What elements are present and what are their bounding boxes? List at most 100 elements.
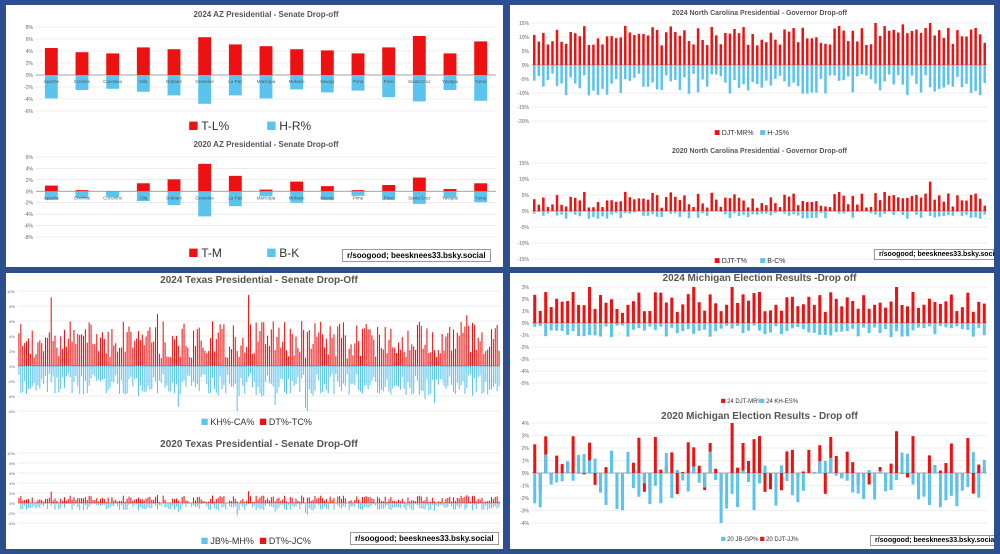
y-tick-label: -5% xyxy=(520,77,529,83)
bar-red xyxy=(249,324,251,366)
bar-red xyxy=(724,197,727,211)
bar-red xyxy=(919,197,923,211)
bar-blue xyxy=(301,503,303,505)
bar-red xyxy=(955,311,959,323)
bar-blue xyxy=(769,211,773,216)
bar-blue xyxy=(367,503,369,509)
bar-red xyxy=(452,497,455,503)
bar-blue xyxy=(229,503,231,507)
bar-blue xyxy=(867,469,871,473)
bar-red xyxy=(335,356,337,366)
bar-blue xyxy=(137,366,140,396)
bar-blue xyxy=(322,503,324,510)
bar-blue xyxy=(910,65,914,76)
bar-blue xyxy=(373,503,375,505)
bar-red xyxy=(221,328,223,366)
bar-red xyxy=(200,499,202,503)
bar-red xyxy=(141,334,143,366)
bar-red xyxy=(308,330,310,366)
bar-blue xyxy=(746,211,750,218)
bar-red xyxy=(193,497,195,503)
bar-red xyxy=(377,496,379,503)
bar-blue xyxy=(79,366,81,395)
bar-blue xyxy=(71,366,73,394)
bar-red xyxy=(351,190,365,192)
bar-blue xyxy=(587,65,591,96)
bar-red xyxy=(401,498,403,503)
bar-blue xyxy=(136,366,138,379)
bar-red xyxy=(265,344,267,366)
bar-red xyxy=(100,498,102,503)
bar-blue xyxy=(725,323,729,326)
bar-red xyxy=(37,499,39,503)
bar-red xyxy=(470,501,472,503)
bar-red xyxy=(341,337,343,366)
bar-blue xyxy=(637,65,641,74)
y-tick-label: -4% xyxy=(24,212,33,218)
bar-red xyxy=(471,495,474,503)
bar-red xyxy=(263,495,265,503)
bar-blue xyxy=(765,65,768,81)
bar-blue xyxy=(295,366,297,384)
bar-red xyxy=(692,447,696,473)
bar-red xyxy=(842,195,845,211)
bar-red xyxy=(259,497,261,503)
bar-red xyxy=(375,356,377,366)
bar-blue xyxy=(196,503,198,507)
y-tick-label: 0% xyxy=(522,209,530,215)
y-tick-label: 0% xyxy=(26,73,34,79)
bar-blue xyxy=(938,323,942,327)
bar-red xyxy=(382,185,396,192)
bar-blue xyxy=(136,503,138,505)
bar-red xyxy=(54,335,56,366)
bar-blue xyxy=(430,503,432,510)
bar-blue xyxy=(304,503,307,513)
bar-blue xyxy=(456,366,458,383)
bar-red xyxy=(978,198,982,211)
bar-blue xyxy=(715,65,718,75)
bar-red xyxy=(378,334,381,366)
bar-blue xyxy=(100,503,102,506)
bar-blue xyxy=(533,211,536,214)
bar-red xyxy=(768,310,772,323)
bar-blue xyxy=(449,366,451,377)
bar-blue xyxy=(464,503,466,510)
bar-blue xyxy=(483,503,485,510)
bar-blue xyxy=(65,366,67,377)
bar-blue xyxy=(158,366,160,381)
bar-red xyxy=(322,498,324,503)
bar-red xyxy=(388,499,390,503)
bar-blue xyxy=(134,366,136,380)
bar-red xyxy=(27,338,29,366)
bar-red xyxy=(39,340,41,366)
bar-blue xyxy=(434,366,436,403)
bar-blue xyxy=(792,211,795,215)
bar-red xyxy=(730,423,734,473)
y-tick-label: -2% xyxy=(8,511,16,516)
bar-red xyxy=(546,207,550,211)
bar-red xyxy=(352,355,354,366)
bar-blue xyxy=(65,503,67,504)
bar-red xyxy=(187,347,189,366)
bar-red xyxy=(41,343,43,366)
bar-red xyxy=(651,27,654,65)
bar-red xyxy=(363,328,365,366)
bar-blue xyxy=(27,503,29,509)
bar-red xyxy=(533,444,537,473)
bar-red xyxy=(242,498,244,503)
bar-blue xyxy=(217,366,219,396)
bar-red xyxy=(327,502,329,503)
bar-blue xyxy=(818,461,822,473)
bar-blue xyxy=(915,65,918,84)
bar-red xyxy=(301,321,303,366)
bar-red xyxy=(412,36,426,75)
bar-blue xyxy=(96,366,98,381)
bar-red xyxy=(614,201,618,211)
bar-red xyxy=(867,473,871,485)
bar-blue xyxy=(132,503,134,508)
bar-blue xyxy=(837,211,841,214)
bar-red xyxy=(251,502,253,503)
bar-blue xyxy=(719,473,723,523)
bar-blue xyxy=(601,211,604,217)
bar-red xyxy=(746,44,750,65)
